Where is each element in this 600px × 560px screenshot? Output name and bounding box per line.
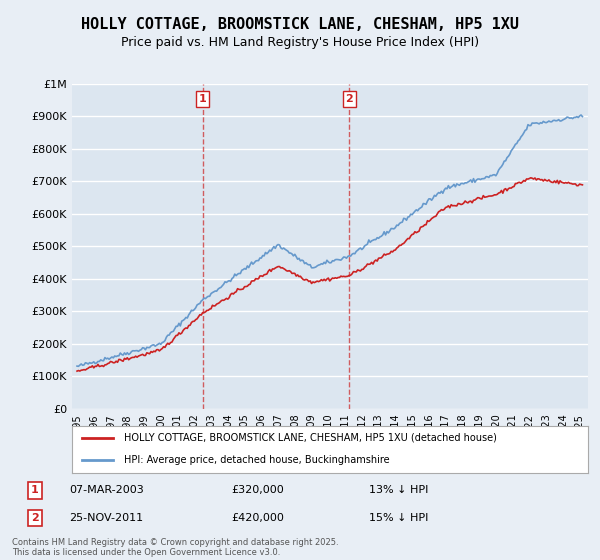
Text: Contains HM Land Registry data © Crown copyright and database right 2025.
This d: Contains HM Land Registry data © Crown c…: [12, 538, 338, 557]
Text: £320,000: £320,000: [231, 485, 284, 495]
Text: 25-NOV-2011: 25-NOV-2011: [70, 513, 144, 523]
Text: 1: 1: [31, 485, 39, 495]
Text: 2: 2: [31, 513, 39, 523]
Text: HOLLY COTTAGE, BROOMSTICK LANE, CHESHAM, HP5 1XU (detached house): HOLLY COTTAGE, BROOMSTICK LANE, CHESHAM,…: [124, 432, 496, 442]
Text: 13% ↓ HPI: 13% ↓ HPI: [369, 485, 428, 495]
Text: 1: 1: [199, 94, 206, 104]
Text: HPI: Average price, detached house, Buckinghamshire: HPI: Average price, detached house, Buck…: [124, 455, 389, 465]
Text: 2: 2: [346, 94, 353, 104]
Text: £420,000: £420,000: [231, 513, 284, 523]
Text: 07-MAR-2003: 07-MAR-2003: [70, 485, 145, 495]
Text: HOLLY COTTAGE, BROOMSTICK LANE, CHESHAM, HP5 1XU: HOLLY COTTAGE, BROOMSTICK LANE, CHESHAM,…: [81, 17, 519, 32]
Text: Price paid vs. HM Land Registry's House Price Index (HPI): Price paid vs. HM Land Registry's House …: [121, 36, 479, 49]
Text: 15% ↓ HPI: 15% ↓ HPI: [369, 513, 428, 523]
